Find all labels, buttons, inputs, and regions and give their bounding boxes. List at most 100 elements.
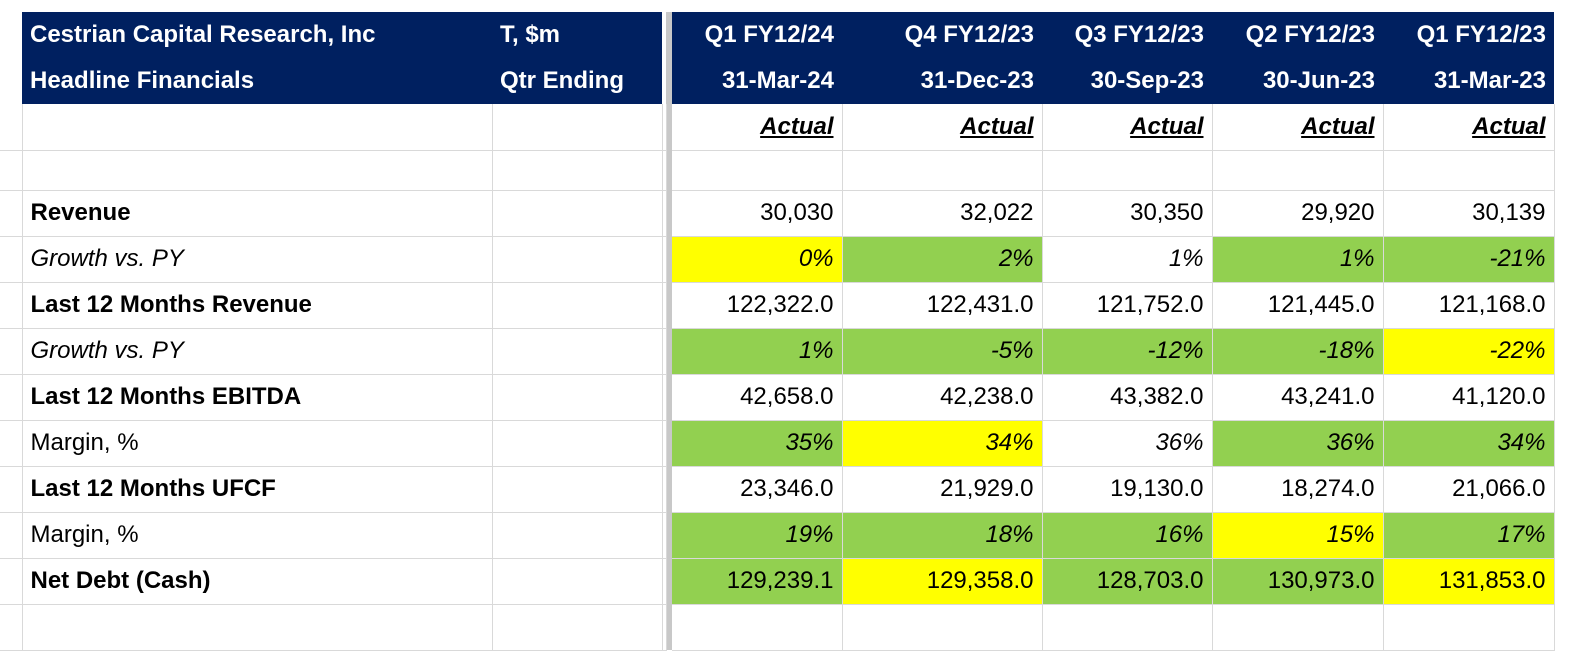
value-cell: 1% [1042,236,1213,283]
empty-cell [672,604,843,651]
spacer [662,328,667,375]
value-cell: 34% [1383,420,1555,467]
value-cell: 129,239.1 [672,558,843,605]
spacer [662,236,667,283]
column-divider [666,58,672,104]
value-cell: 129,358.0 [842,558,1043,605]
empty-cell [842,604,1043,651]
table-row: Growth vs. PY 0% 2% 1% 1% -21% [0,236,1555,283]
value-cell: 19% [672,512,843,559]
quarter-label: Q1 FY12/23 [1383,12,1554,58]
value-cell: -12% [1042,328,1213,375]
value-cell: 29,920 [1212,190,1384,237]
value-cell: 18% [842,512,1043,559]
column-divider [666,12,672,58]
actual-row: Actual Actual Actual Actual Actual [0,104,1555,151]
sheet-top-margin [0,0,1576,12]
empty-cell [492,558,663,605]
empty-cell [1042,150,1213,191]
quarter-label: Q4 FY12/23 [842,12,1042,58]
empty-cell [22,150,493,191]
value-cell: 43,241.0 [1212,374,1384,421]
actual-label: Actual [672,104,843,151]
row-label: Margin, % [22,512,493,559]
units-label: T, $m [492,12,662,58]
quarter-label: Q1 FY12/24 [672,12,842,58]
quarter-label: Q3 FY12/23 [1042,12,1212,58]
table-row: Margin, % 35% 34% 36% 36% 34% [0,420,1555,467]
company-name: Cestrian Capital Research, Inc [22,12,492,58]
actual-label: Actual [1042,104,1213,151]
column-divider [666,512,672,558]
empty-cell [492,604,663,651]
empty-cell [1212,604,1384,651]
value-cell: 122,322.0 [672,282,843,329]
empty-cell [1212,150,1384,191]
row-label: Margin, % [22,420,493,467]
value-cell: 42,658.0 [672,374,843,421]
quarter-end-date: 31-Mar-23 [1383,58,1554,104]
value-cell: 34% [842,420,1043,467]
empty-cell [492,466,663,513]
value-cell: 35% [672,420,843,467]
row-gutter [0,374,23,421]
column-divider [666,328,672,374]
row-gutter [0,58,22,104]
quarter-end-date: 31-Mar-24 [672,58,842,104]
table-row: Last 12 Months EBITDA 42,658.0 42,238.0 43,… [0,374,1555,421]
report-title: Headline Financials [22,58,492,104]
value-cell: 36% [1042,420,1213,467]
row-label: Net Debt (Cash) [22,558,493,605]
value-cell: 30,139 [1383,190,1555,237]
value-cell: -21% [1383,236,1555,283]
value-cell: 1% [1212,236,1384,283]
quarter-end-date: 31-Dec-23 [842,58,1042,104]
value-cell: 122,431.0 [842,282,1043,329]
value-cell: 30,030 [672,190,843,237]
row-label: Last 12 Months Revenue [22,282,493,329]
table-row: Last 12 Months Revenue 122,322.0 122,431.0… [0,282,1555,329]
column-divider [666,150,672,190]
blank-row [0,150,1555,191]
value-cell: 130,973.0 [1212,558,1384,605]
header-row-1: Cestrian Capital Research, Inc T, $m Q1 … [0,12,1554,58]
value-cell: 15% [1212,512,1384,559]
quarter-end-date: 30-Sep-23 [1042,58,1212,104]
empty-cell [492,374,663,421]
value-cell: 121,168.0 [1383,282,1555,329]
value-cell: 30,350 [1042,190,1213,237]
column-divider [666,420,672,466]
value-cell: 128,703.0 [1042,558,1213,605]
spacer [662,104,667,151]
value-cell: 0% [672,236,843,283]
row-label: Growth vs. PY [22,236,493,283]
value-cell: 21,929.0 [842,466,1043,513]
spacer [662,466,667,513]
table-row: Last 12 Months UFCF 23,346.0 21,929.0 19,13… [0,466,1555,513]
column-divider [666,466,672,512]
spacer [662,282,667,329]
row-label: Last 12 Months UFCF [22,466,493,513]
row-gutter [0,558,23,605]
row-gutter [0,236,23,283]
row-label: Last 12 Months EBITDA [22,374,493,421]
table-body: Cestrian Capital Research, Inc T, $m Q1 … [0,12,1555,651]
value-cell: 42,238.0 [842,374,1043,421]
spacer [662,58,666,104]
column-divider [666,282,672,328]
value-cell: 36% [1212,420,1384,467]
empty-cell [492,150,663,191]
spacer [662,558,667,605]
row-gutter [0,12,22,58]
empty-cell [1383,150,1555,191]
value-cell: 19,130.0 [1042,466,1213,513]
column-divider [666,236,672,282]
column-divider [666,104,672,150]
spacer [662,12,666,58]
row-gutter [0,282,23,329]
quarter-label: Q2 FY12/23 [1212,12,1383,58]
quarter-end-date: 30-Jun-23 [1212,58,1383,104]
table-row: Margin, % 19% 18% 16% 15% 17% [0,512,1555,559]
value-cell: 121,445.0 [1212,282,1384,329]
empty-cell [492,236,663,283]
